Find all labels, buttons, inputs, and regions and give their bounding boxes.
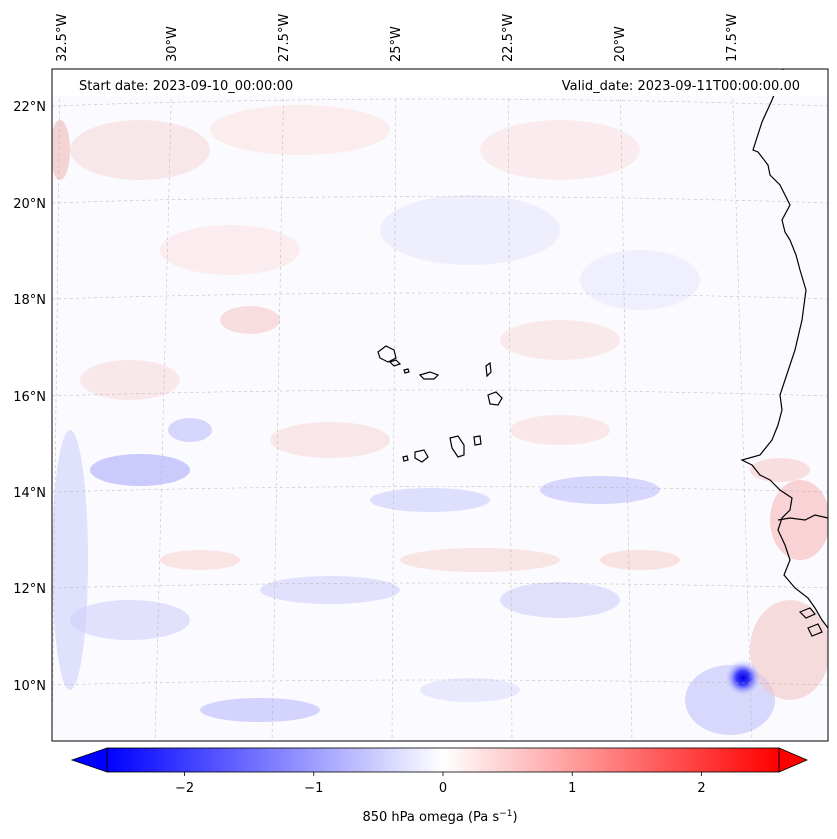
colorbar-body xyxy=(107,748,779,772)
gambia-outline xyxy=(777,514,828,521)
lon-label: 17.5°W xyxy=(725,14,740,62)
graticule xyxy=(52,69,828,741)
island-santo-antao xyxy=(377,345,397,363)
map-panel: Start date: 2023-09-10_00:00:00 Valid_da… xyxy=(51,68,829,742)
lon-label: 25°W xyxy=(389,26,404,62)
bissagos-islands xyxy=(798,607,823,637)
lon-label: 22.5°W xyxy=(501,14,516,62)
lon-label: 30°W xyxy=(165,26,180,62)
colorbar-label: 850 hPa omega (Pa s−1) xyxy=(362,809,517,825)
lat-label: 10°N xyxy=(13,679,46,694)
colorbar-ticks: −2 −1 0 1 2 xyxy=(175,772,706,796)
lat-label: 12°N xyxy=(13,582,46,597)
colorbar-label-exponent: −1 xyxy=(499,809,512,819)
colorbar-label-close: ) xyxy=(512,810,517,825)
colorbar-extend-max xyxy=(778,747,809,773)
lat-label: 20°N xyxy=(13,197,46,212)
colorbar-tick-label: −2 xyxy=(175,781,194,796)
lat-label: 16°N xyxy=(13,390,46,405)
lat-label: 22°N xyxy=(13,100,46,115)
island-brava xyxy=(402,455,409,462)
colorbar-tick-label: −1 xyxy=(304,781,323,796)
island-santa-luzia xyxy=(403,368,410,374)
island-sao-nicolau xyxy=(418,371,440,380)
omega-field xyxy=(52,105,828,735)
header-strip xyxy=(52,70,828,96)
colorbar-extend-min xyxy=(70,747,108,773)
start-date-label: Start date: 2023-09-10_00:00:00 xyxy=(79,79,293,94)
colorbar-label-text: 850 hPa omega (Pa s xyxy=(362,810,499,825)
lon-label: 20°W xyxy=(613,26,628,62)
colorbar: −2 −1 0 1 2 850 hPa omega (Pa s−1) xyxy=(70,747,809,825)
lon-label: 32.5°W xyxy=(55,14,70,62)
island-fogo xyxy=(414,449,429,463)
lat-label: 14°N xyxy=(13,486,46,501)
island-sal xyxy=(485,361,492,378)
island-maio xyxy=(473,435,482,446)
colorbar-tick-label: 0 xyxy=(439,781,447,796)
colorbar-tick-label: 2 xyxy=(697,781,705,796)
coastlines xyxy=(377,69,828,637)
island-sao-vicente xyxy=(388,359,402,367)
island-boa-vista xyxy=(487,391,503,406)
valid-date-label: Valid_date: 2023-09-11T00:00:00.00 xyxy=(562,79,800,94)
strong-ascent-core xyxy=(723,658,763,698)
africa-coastline xyxy=(740,69,828,629)
lat-label: 18°N xyxy=(13,293,46,308)
lon-label: 27.5°W xyxy=(277,14,292,62)
latitude-labels: 22°N 20°N 18°N 16°N 14°N 12°N 10°N xyxy=(13,100,46,694)
map-frame xyxy=(51,68,829,742)
island-santiago xyxy=(449,435,465,458)
colorbar-tick-label: 1 xyxy=(568,781,576,796)
longitude-labels: 32.5°W 30°W 27.5°W 25°W 22.5°W 20°W 17.5… xyxy=(55,14,740,62)
